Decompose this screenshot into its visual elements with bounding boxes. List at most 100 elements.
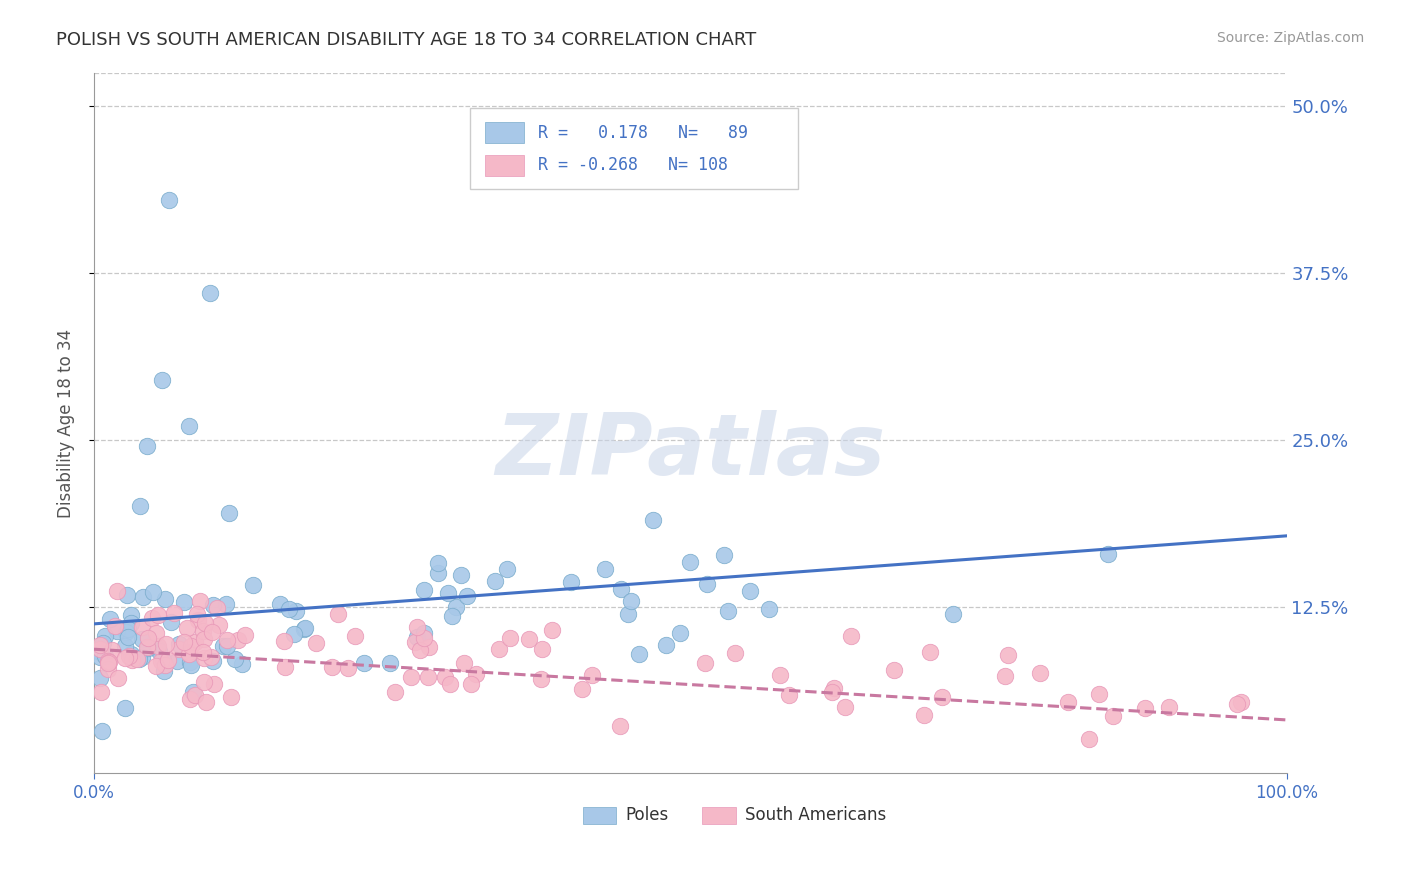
Point (150, 373, 173, 387)
Point (1057, 695, 1080, 709)
Point (283, 627, 305, 641)
Point (278, 601, 301, 615)
Point (155, 637, 177, 651)
Point (758, 602, 780, 616)
Point (426, 556, 449, 570)
Point (242, 578, 264, 592)
Point (738, 584, 761, 599)
Point (153, 592, 176, 607)
Point (149, 654, 172, 668)
Point (406, 620, 429, 634)
Point (200, 650, 222, 665)
Point (931, 690, 953, 704)
Point (97, 662, 120, 676)
Point (1230, 695, 1253, 709)
Point (136, 440, 159, 454)
Point (696, 577, 718, 591)
Point (194, 696, 217, 710)
Point (148, 644, 170, 658)
Point (141, 611, 163, 625)
Point (1077, 732, 1099, 747)
Text: POLISH VS SOUTH AMERICAN DISABILITY AGE 18 TO 34 CORRELATION CHART: POLISH VS SOUTH AMERICAN DISABILITY AGE … (56, 31, 756, 49)
Point (693, 657, 716, 671)
Point (292, 622, 315, 636)
Point (90, 643, 112, 657)
Bar (485, 122, 524, 143)
Point (440, 609, 463, 624)
Point (912, 708, 935, 723)
Point (173, 595, 195, 609)
Point (294, 621, 316, 635)
Point (219, 690, 242, 704)
Point (145, 625, 167, 640)
Point (202, 599, 225, 613)
Point (416, 670, 439, 684)
Point (105, 583, 128, 598)
Point (609, 582, 631, 596)
Point (444, 599, 467, 614)
Point (153, 658, 176, 673)
Point (409, 643, 432, 657)
Point (184, 635, 207, 649)
Point (669, 625, 692, 640)
Point (180, 640, 202, 654)
Point (114, 639, 136, 653)
Point (160, 615, 183, 630)
Point (98, 655, 121, 669)
Point (496, 562, 519, 576)
Point (97, 656, 120, 670)
Point (152, 664, 174, 678)
Point (169, 637, 191, 651)
Point (132, 590, 155, 604)
Point (177, 645, 200, 659)
Point (107, 671, 129, 685)
Point (131, 650, 153, 665)
Point (120, 608, 142, 623)
Point (284, 604, 307, 618)
Point (716, 604, 738, 618)
Point (571, 682, 593, 697)
Point (609, 719, 631, 733)
Point (439, 676, 461, 690)
Point (142, 584, 165, 599)
Point (224, 652, 246, 666)
Point (1135, 701, 1157, 715)
Point (181, 684, 204, 698)
Point (163, 607, 186, 621)
Point (529, 672, 551, 686)
Point (378, 657, 401, 671)
Point (94, 648, 117, 663)
Point (453, 656, 475, 670)
Point (186, 607, 208, 622)
Point (152, 653, 174, 667)
Point (344, 629, 367, 643)
Point (145, 659, 167, 673)
Point (778, 688, 800, 702)
Point (188, 594, 211, 608)
Point (187, 613, 209, 627)
Point (215, 639, 238, 653)
Text: R = -0.268   N= 108: R = -0.268 N= 108 (537, 156, 727, 175)
Point (413, 582, 436, 597)
Point (91, 635, 114, 649)
Point (136, 640, 159, 654)
Point (436, 586, 458, 600)
Point (136, 632, 159, 646)
Point (212, 639, 235, 653)
Point (418, 640, 440, 654)
Point (627, 647, 650, 661)
Point (499, 631, 522, 645)
Point (231, 657, 253, 671)
Point (823, 681, 845, 695)
Point (769, 668, 792, 682)
Point (404, 635, 426, 649)
Point (146, 640, 169, 654)
Point (202, 677, 225, 691)
Point (173, 635, 195, 649)
Text: Poles: Poles (626, 806, 669, 824)
Point (115, 588, 138, 602)
Point (198, 286, 221, 301)
Y-axis label: Disability Age 18 to 34: Disability Age 18 to 34 (58, 328, 75, 517)
Point (353, 656, 375, 670)
Point (997, 648, 1019, 663)
